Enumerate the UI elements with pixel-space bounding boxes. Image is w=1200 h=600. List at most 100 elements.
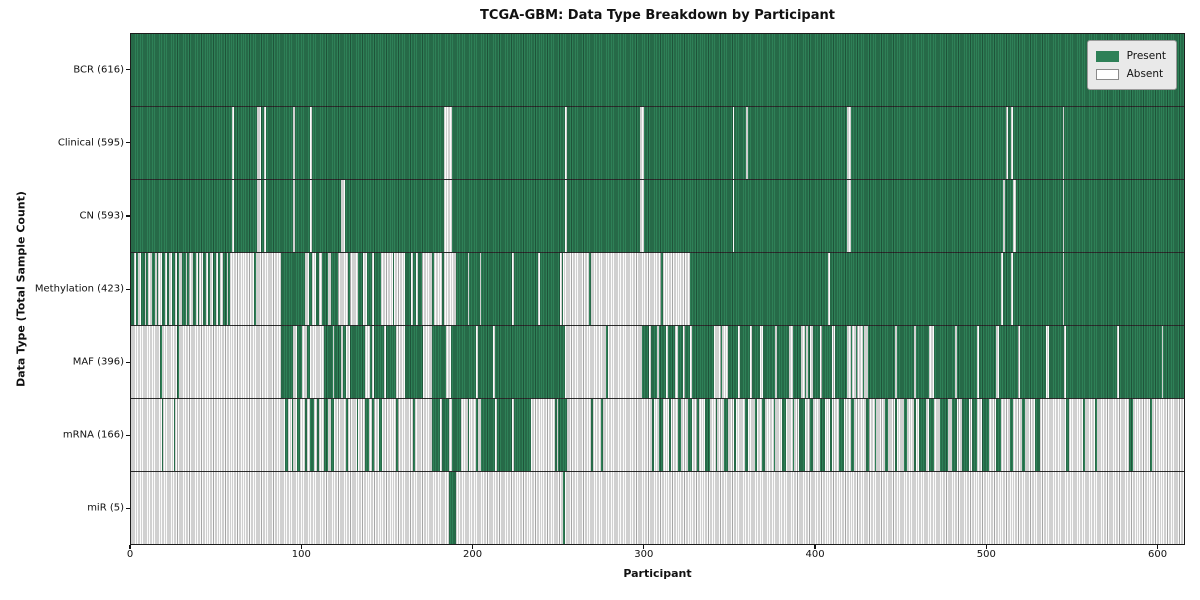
- present-segment: [601, 399, 603, 471]
- heatmap-row: [131, 253, 1184, 326]
- present-segment: [131, 180, 232, 252]
- y-tick-label: MAF (396): [72, 356, 124, 368]
- present-segment: [218, 253, 220, 325]
- present-segment: [161, 253, 166, 325]
- present-segment: [643, 180, 733, 252]
- present-segment: [1129, 399, 1133, 471]
- present-segment: [830, 253, 1002, 325]
- present-segment: [182, 253, 186, 325]
- heatmap-row: [131, 326, 1184, 399]
- present-segment: [513, 399, 531, 471]
- present-segment: [982, 399, 990, 471]
- y-tick-mark: [126, 288, 130, 290]
- present-segment: [467, 399, 470, 471]
- x-tick-mark: [1156, 545, 1159, 549]
- present-segment: [799, 399, 805, 471]
- present-segment: [151, 253, 155, 325]
- present-segment: [896, 326, 914, 398]
- absent-swatch-icon: [1095, 68, 1119, 80]
- present-segment: [324, 399, 328, 471]
- present-segment: [431, 326, 446, 398]
- present-segment: [442, 399, 449, 471]
- present-segment: [172, 253, 176, 325]
- plot-area: Present Absent: [130, 33, 1185, 545]
- present-segment: [1002, 253, 1012, 325]
- present-segment: [696, 399, 699, 471]
- present-segment: [404, 326, 424, 398]
- present-segment: [370, 326, 373, 398]
- present-segment: [720, 326, 723, 398]
- present-segment: [739, 326, 750, 398]
- present-segment: [913, 399, 916, 471]
- present-segment: [281, 326, 294, 398]
- present-segment: [1013, 107, 1063, 179]
- present-segment: [956, 326, 978, 398]
- present-segment: [566, 107, 641, 179]
- present-segment: [496, 399, 513, 471]
- present-segment: [1048, 326, 1065, 398]
- present-segment: [643, 107, 733, 179]
- present-segment: [307, 326, 311, 398]
- present-segment: [919, 399, 926, 471]
- present-segment: [792, 326, 802, 398]
- present-segment: [315, 253, 320, 325]
- present-segment: [850, 326, 853, 398]
- present-segment: [349, 326, 366, 398]
- present-segment: [777, 326, 790, 398]
- present-segment: [804, 326, 807, 398]
- present-segment: [312, 180, 342, 252]
- present-segment: [366, 253, 373, 325]
- y-tick-mark: [126, 434, 130, 436]
- present-segment: [866, 399, 870, 471]
- y-tick-mark: [126, 69, 130, 71]
- present-segment: [228, 253, 231, 325]
- present-segment: [324, 326, 333, 398]
- present-segment: [659, 399, 663, 471]
- present-segment: [254, 253, 256, 325]
- chart-title: TCGA-GBM: Data Type Breakdown by Partici…: [480, 8, 835, 23]
- y-tick-mark: [126, 507, 130, 510]
- present-segment: [642, 326, 649, 398]
- present-segment: [999, 326, 1019, 398]
- present-segment: [322, 253, 328, 325]
- present-segment: [809, 399, 814, 471]
- present-segment: [131, 34, 1184, 106]
- present-segment: [1016, 180, 1063, 252]
- present-segment: [372, 399, 374, 471]
- present-segment: [761, 399, 766, 471]
- present-segment: [807, 326, 810, 398]
- present-segment: [308, 253, 313, 325]
- present-segment: [469, 253, 480, 325]
- present-segment: [452, 107, 566, 179]
- present-segment: [233, 180, 258, 252]
- present-segment: [317, 399, 320, 471]
- present-segment: [821, 326, 832, 398]
- present-swatch-icon: [1095, 50, 1119, 62]
- present-segment: [1149, 399, 1152, 471]
- present-segment: [830, 399, 832, 471]
- present-segment: [667, 326, 675, 398]
- present-segment: [385, 326, 396, 398]
- present-segment: [850, 107, 1007, 179]
- present-segment: [748, 107, 848, 179]
- present-segment: [431, 399, 441, 471]
- present-segment: [161, 399, 164, 471]
- y-tick-mark: [126, 361, 130, 363]
- present-segment: [734, 180, 848, 252]
- present-segment: [448, 472, 456, 544]
- present-segment: [929, 399, 935, 471]
- x-tick-mark: [643, 545, 645, 549]
- present-segment: [197, 253, 200, 325]
- present-segment: [874, 399, 877, 471]
- present-segment: [727, 326, 738, 398]
- present-segment: [296, 326, 302, 398]
- x-tick-mark: [985, 545, 987, 549]
- present-segment: [233, 107, 258, 179]
- present-segment: [819, 399, 826, 471]
- x-tick-label: 0: [126, 549, 134, 560]
- y-tick-mark: [126, 215, 130, 217]
- present-segment: [558, 399, 567, 471]
- x-tick-mark: [814, 545, 816, 549]
- present-segment: [404, 253, 412, 325]
- present-segment: [296, 399, 301, 471]
